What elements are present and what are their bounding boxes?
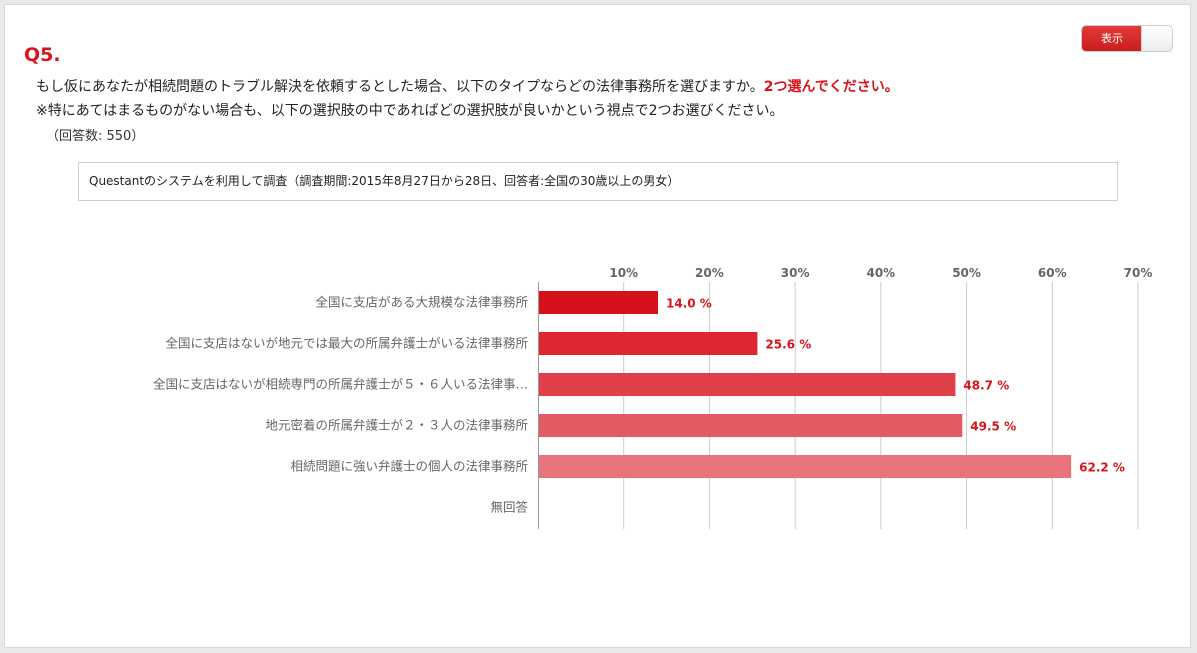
display-toggle[interactable]: 表示 <box>1081 25 1173 52</box>
category-label: 全国に支店がある大規模な法律事務所 <box>315 295 528 310</box>
category-label: 地元密着の所属弁護士が２・３人の法律事務所 <box>265 418 528 433</box>
value-label: 14.0 % <box>666 297 712 311</box>
category-label: 相続問題に強い弁護士の個人の法律事務所 <box>290 459 528 474</box>
bar <box>538 414 963 437</box>
question-instruction: 2つ選んでください。 <box>763 79 899 95</box>
question-number: Q5. <box>24 44 61 66</box>
question-note: ※特にあてはまるものがない場合も、以下の選択肢の中であればどの選択肢が良いかとい… <box>36 103 784 119</box>
value-label: 49.5 % <box>970 420 1016 434</box>
value-label: 62.2 % <box>1079 461 1125 475</box>
x-tick-label: 30% <box>781 266 810 280</box>
category-label: 全国に支店はないが地元では最大の所属弁護士がいる法律事務所 <box>165 336 528 351</box>
bar <box>538 455 1072 478</box>
x-tick-label: 20% <box>695 266 724 280</box>
toggle-label: 表示 <box>1082 26 1142 51</box>
question-main-text: もし仮にあなたが相続問題のトラブル解決を依頼するとした場合、以下のタイプならどの… <box>36 79 764 95</box>
x-tick-label: 70% <box>1124 266 1153 280</box>
category-label: 無回答 <box>490 500 528 515</box>
bar <box>538 332 758 355</box>
toggle-knob[interactable] <box>1141 26 1172 51</box>
bar <box>538 373 956 396</box>
value-label: 25.6 % <box>765 338 811 352</box>
question-card <box>4 4 1191 648</box>
x-tick-label: 50% <box>952 266 981 280</box>
x-tick-label: 10% <box>609 266 638 280</box>
response-count: （回答数: 550） <box>46 129 145 144</box>
question-text: もし仮にあなたが相続問題のトラブル解決を依頼するとした場合、以下のタイプならどの… <box>36 76 899 96</box>
x-tick-label: 60% <box>1038 266 1067 280</box>
x-tick-label: 40% <box>866 266 895 280</box>
value-label: 48.7 % <box>963 379 1009 393</box>
bar <box>538 291 658 314</box>
survey-note: Questantのシステムを利用して調査（調査期間:2015年8月27日から28… <box>78 162 1118 201</box>
category-label: 全国に支店はないが相続専門の所属弁護士が５・６人いる法律事… <box>153 377 528 392</box>
